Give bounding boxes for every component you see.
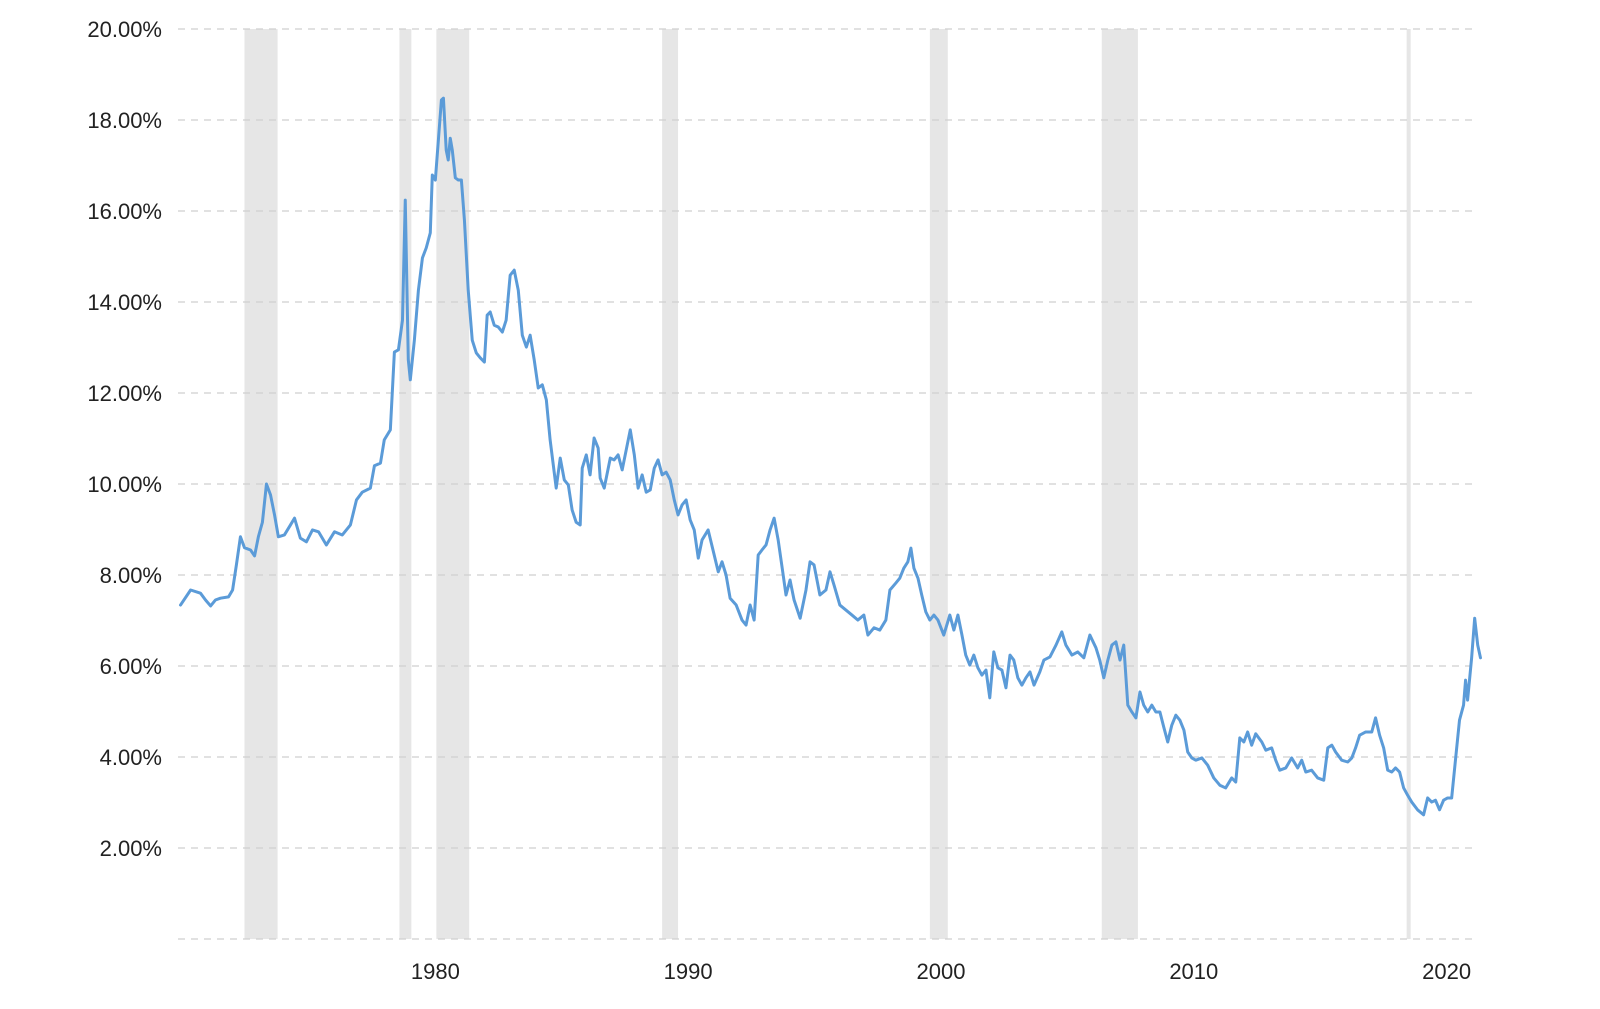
y-tick-label: 18.00% xyxy=(87,108,162,133)
y-tick-label: 14.00% xyxy=(87,290,162,315)
x-tick-label: 1990 xyxy=(664,959,713,984)
y-tick-label: 10.00% xyxy=(87,472,162,497)
y-tick-label: 8.00% xyxy=(100,563,162,588)
x-tick-label: 2020 xyxy=(1422,959,1471,984)
y-tick-label: 6.00% xyxy=(100,654,162,679)
y-tick-label: 4.00% xyxy=(100,745,162,770)
x-tick-label: 1980 xyxy=(411,959,460,984)
y-tick-label: 20.00% xyxy=(87,17,162,42)
series-line xyxy=(179,96,1482,817)
y-tick-label: 2.00% xyxy=(100,836,162,861)
x-tick-label: 2000 xyxy=(916,959,965,984)
recession-band xyxy=(1406,29,1411,939)
x-tick-label: 2010 xyxy=(1169,959,1218,984)
grid: 2.00% 4.00% 6.00% 8.00% 10.00% 12.00% 14.00% 16… xyxy=(87,17,1478,984)
plot-area xyxy=(179,96,1482,817)
y-tick-label: 16.00% xyxy=(87,199,162,224)
y-tick-label: 12.00% xyxy=(87,381,162,406)
